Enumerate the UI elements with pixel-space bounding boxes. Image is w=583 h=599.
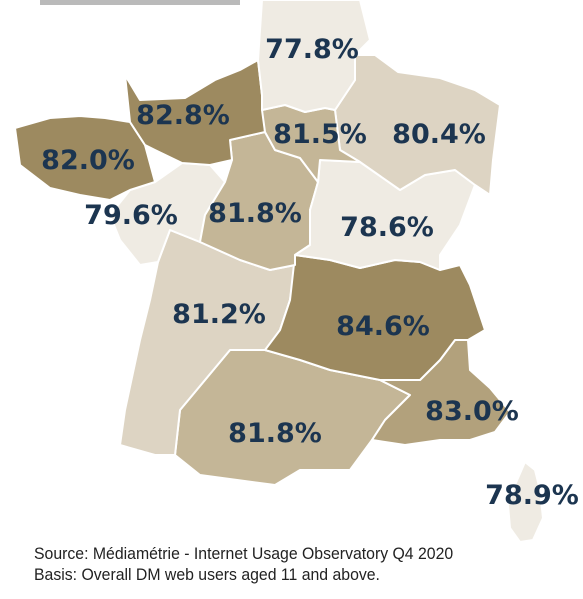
label-auvergne-rhone-alpes: 84.6% [336,311,430,342]
label-bretagne: 82.0% [41,145,135,176]
label-centre-val-de-loire: 81.8% [208,198,302,229]
label-bourgogne-franche-comte: 78.6% [340,212,434,243]
source-note: Source: Médiamétrie - Internet Usage Obs… [34,544,454,563]
label-centre-nord: 81.5% [273,119,367,150]
cropped-header-remnant [40,0,240,5]
label-occitanie: 81.8% [228,418,322,449]
label-paca: 83.0% [425,396,519,427]
region-bretagne [14,115,156,201]
region-normandie [124,59,266,166]
france-regions-map: 77.8% 82.8% 81.5% 80.4% 82.0% 79.6% 81.8… [14,0,579,543]
label-corse: 78.9% [485,480,579,511]
label-ile-de-france: 77.8% [265,34,359,65]
basis-note: Basis: Overall DM web users aged 11 and … [34,565,380,584]
region-corse [507,461,544,543]
label-pays-de-la-loire: 79.6% [84,200,178,231]
label-grand-est: 80.4% [392,119,486,150]
label-normandie: 82.8% [136,100,230,131]
map-footer: Source: Médiamétrie - Internet Usage Obs… [34,543,453,585]
region-ile-de-france [257,0,371,113]
label-nouvelle-aquitaine: 81.2% [172,299,266,330]
